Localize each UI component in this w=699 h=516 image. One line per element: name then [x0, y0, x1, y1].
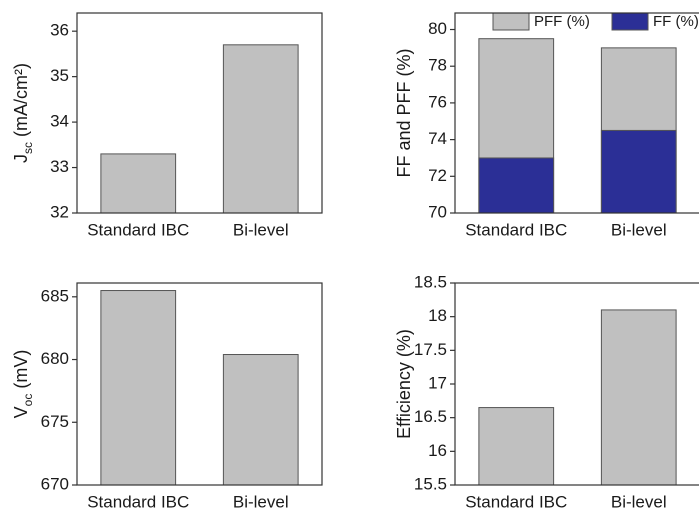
- bar: [478, 157, 555, 214]
- legend-label: PFF (%): [534, 13, 590, 30]
- y-tick-label: 18.5: [414, 272, 447, 291]
- y-tick-label: 670: [41, 474, 69, 493]
- y-axis-title-sub: sc: [21, 142, 35, 154]
- plot-frame: [76, 12, 323, 214]
- y-tick-label: 70: [428, 202, 447, 221]
- y-tick-label: 18: [428, 306, 447, 325]
- y-tick-label: 15.5: [414, 474, 447, 493]
- y-axis-title-unit: (mA/cm²): [11, 63, 31, 142]
- x-tick-label: Bi-level: [611, 220, 667, 239]
- y-tick-label: 74: [428, 129, 447, 148]
- y-axis-title-unit: (mV): [11, 350, 31, 394]
- y-axis-title: Jsc (mA/cm²): [11, 63, 35, 163]
- y-tick-label: 36: [50, 21, 69, 40]
- x-tick-label: Bi-level: [233, 492, 289, 511]
- y-tick-label: 35: [50, 66, 69, 85]
- chart-panel: Standard IBC Bi-level 15.5 16 16.5 17 17.5 18 18…: [394, 272, 699, 511]
- y-axis-title: Voc (mV): [11, 350, 35, 419]
- y-axis-title: Efficiency (%): [394, 329, 414, 439]
- chart-panel: Standard IBC Bi-level 32 33 34 35 36 Jsc (mA/cm…: [11, 12, 323, 239]
- x-tick-label: Bi-level: [611, 492, 667, 511]
- y-tick-label: 685: [41, 286, 69, 305]
- y-tick-label: 17: [428, 373, 447, 392]
- y-axis-title-sub: oc: [21, 394, 35, 407]
- y-tick-label: 680: [41, 349, 69, 368]
- bar: [222, 354, 299, 486]
- y-axis-title: FF and PFF (%): [394, 48, 414, 177]
- bar: [600, 129, 677, 214]
- legend-swatch: [611, 12, 649, 31]
- y-tick-label: 32: [50, 202, 69, 221]
- bar: [222, 44, 299, 214]
- bar: [100, 153, 177, 214]
- bar: [100, 290, 177, 486]
- y-tick-label: 675: [41, 412, 69, 431]
- y-tick-label: 72: [428, 166, 447, 185]
- y-tick-label: 34: [50, 112, 69, 131]
- y-axis-title-main: J: [11, 154, 31, 163]
- y-tick-label: 78: [428, 56, 447, 75]
- x-tick-label: Standard IBC: [465, 492, 567, 511]
- x-tick-label: Standard IBC: [465, 220, 567, 239]
- chart-panel: Standard IBC Bi-level 670 675 680 685 Voc (mV): [11, 282, 323, 511]
- x-tick-label: Standard IBC: [87, 492, 189, 511]
- legend-swatch: [492, 12, 530, 31]
- x-tick-label: Bi-level: [233, 220, 289, 239]
- y-tick-label: 16.5: [414, 407, 447, 426]
- legend-label: FF (%): [653, 13, 699, 30]
- plot-frame: [454, 12, 699, 214]
- x-tick-label: Standard IBC: [87, 220, 189, 239]
- bar: [600, 309, 677, 486]
- y-tick-label: 17.5: [414, 340, 447, 359]
- plot-frame: [76, 282, 323, 486]
- y-tick-label: 16: [428, 441, 447, 460]
- y-tick-label: 80: [428, 19, 447, 38]
- bar: [478, 407, 555, 486]
- y-axis-title-main: V: [11, 406, 31, 418]
- y-tick-label: 76: [428, 92, 447, 111]
- chart-panel: Standard IBC Bi-level PFF (%) FF (%) 70 72 74 7…: [394, 12, 699, 239]
- y-tick-label: 33: [50, 157, 69, 176]
